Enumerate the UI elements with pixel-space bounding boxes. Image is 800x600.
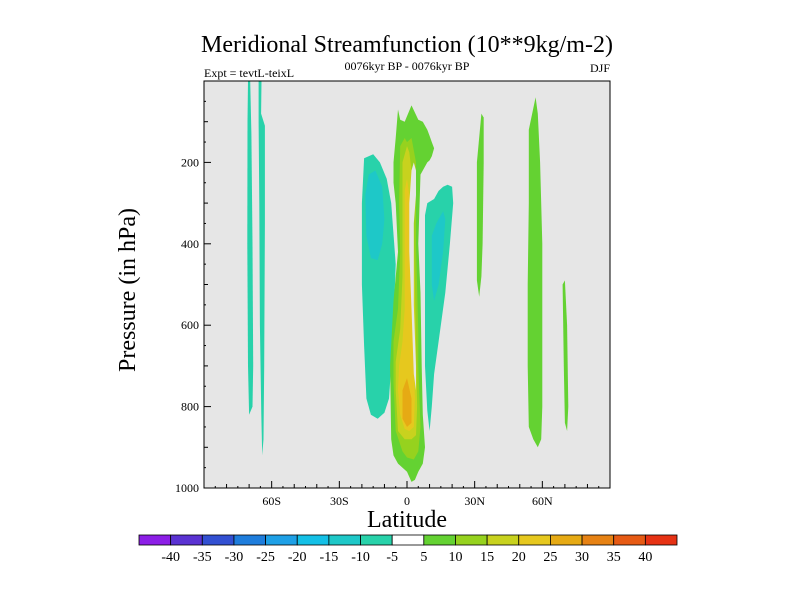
- colorbar-label: 5: [420, 550, 427, 565]
- chart-title: Meridional Streamfunction (10**9kg/m-2): [201, 32, 613, 58]
- region-green-nh-70-strip: [562, 280, 569, 431]
- time-period-label: 0076kyr BP - 0076kyr BP: [345, 59, 470, 73]
- x-tick-label: 30N: [464, 494, 485, 508]
- colorbar-swatch: [518, 534, 551, 546]
- colorbar-swatch: [265, 534, 298, 546]
- colorbar-swatch: [296, 534, 330, 546]
- colorbar-swatch: [423, 534, 456, 546]
- colorbar-swatch: [201, 534, 235, 546]
- region-blue-sh-cell: [365, 170, 385, 261]
- season-label: DJF: [590, 61, 610, 75]
- colorbar-label: 35: [607, 550, 621, 565]
- contour-regions: [247, 81, 569, 482]
- colorbar-swatch: [170, 534, 203, 546]
- x-axis-label: Latitude: [367, 507, 447, 533]
- colorbar-label: -10: [351, 550, 370, 565]
- colorbar-swatch: [455, 534, 488, 546]
- x-axis-ticks: 60S 30S 0 30N 60N: [214, 481, 600, 508]
- colorbar-swatch: [391, 534, 425, 546]
- region-green-nh-60-strip: [527, 97, 543, 448]
- colorbar-label: 20: [512, 550, 526, 565]
- colorbar-swatch: [233, 534, 266, 546]
- experiment-label: Expt = tevtL-teixL: [204, 66, 294, 80]
- colorbar-label: 40: [638, 550, 652, 565]
- x-tick-label: 60N: [532, 494, 553, 508]
- colorbar-label: 10: [448, 550, 462, 565]
- colorbar-swatch: [550, 534, 583, 546]
- colorbar-label: -5: [386, 550, 398, 565]
- colorbar-label: -35: [193, 550, 212, 565]
- colorbar-label: -30: [225, 550, 244, 565]
- colorbar-label: 15: [480, 550, 494, 565]
- region-white-zero-gap: [409, 162, 416, 391]
- region-cyan-thin-sh-60-left: [247, 81, 254, 415]
- region-cyan-thin-sh-60-right: [258, 81, 265, 456]
- region-blue-nh-lower: [431, 211, 446, 301]
- x-tick-label: 0: [404, 494, 410, 508]
- region-green-nh-30-strip: [476, 113, 484, 297]
- region-orange-core: [402, 378, 412, 427]
- colorbar-label: -15: [320, 550, 339, 565]
- colorbar-swatch: [138, 534, 172, 546]
- y-tick-label: 800: [181, 400, 199, 414]
- colorbar-label: 25: [543, 550, 557, 565]
- colorbar-label: -40: [161, 550, 180, 565]
- y-tick-label: 1000: [175, 481, 199, 495]
- colorbar-swatch: [644, 534, 678, 546]
- y-axis-ticks: 200 400 600 800 1000: [175, 100, 211, 495]
- colorbar-swatch: [328, 534, 361, 546]
- colorbar: -40 -35 -30 -25 -20 -15 -10 -5 5 10 15 20 25 30 35 40: [138, 534, 678, 565]
- colorbar-swatch: [613, 534, 646, 546]
- x-tick-label: 30S: [330, 494, 349, 508]
- colorbar-swatch: [486, 534, 520, 546]
- y-tick-label: 600: [181, 318, 199, 332]
- colorbar-swatch: [360, 534, 393, 546]
- y-axis-label: Pressure (in hPa): [115, 208, 141, 372]
- y-tick-label: 400: [181, 237, 199, 251]
- colorbar-label: -20: [288, 550, 307, 565]
- y-tick-label: 200: [181, 155, 199, 169]
- x-tick-label: 60S: [262, 494, 281, 508]
- colorbar-label: 30: [575, 550, 589, 565]
- colorbar-swatch: [581, 534, 615, 546]
- colorbar-label: -25: [256, 550, 275, 565]
